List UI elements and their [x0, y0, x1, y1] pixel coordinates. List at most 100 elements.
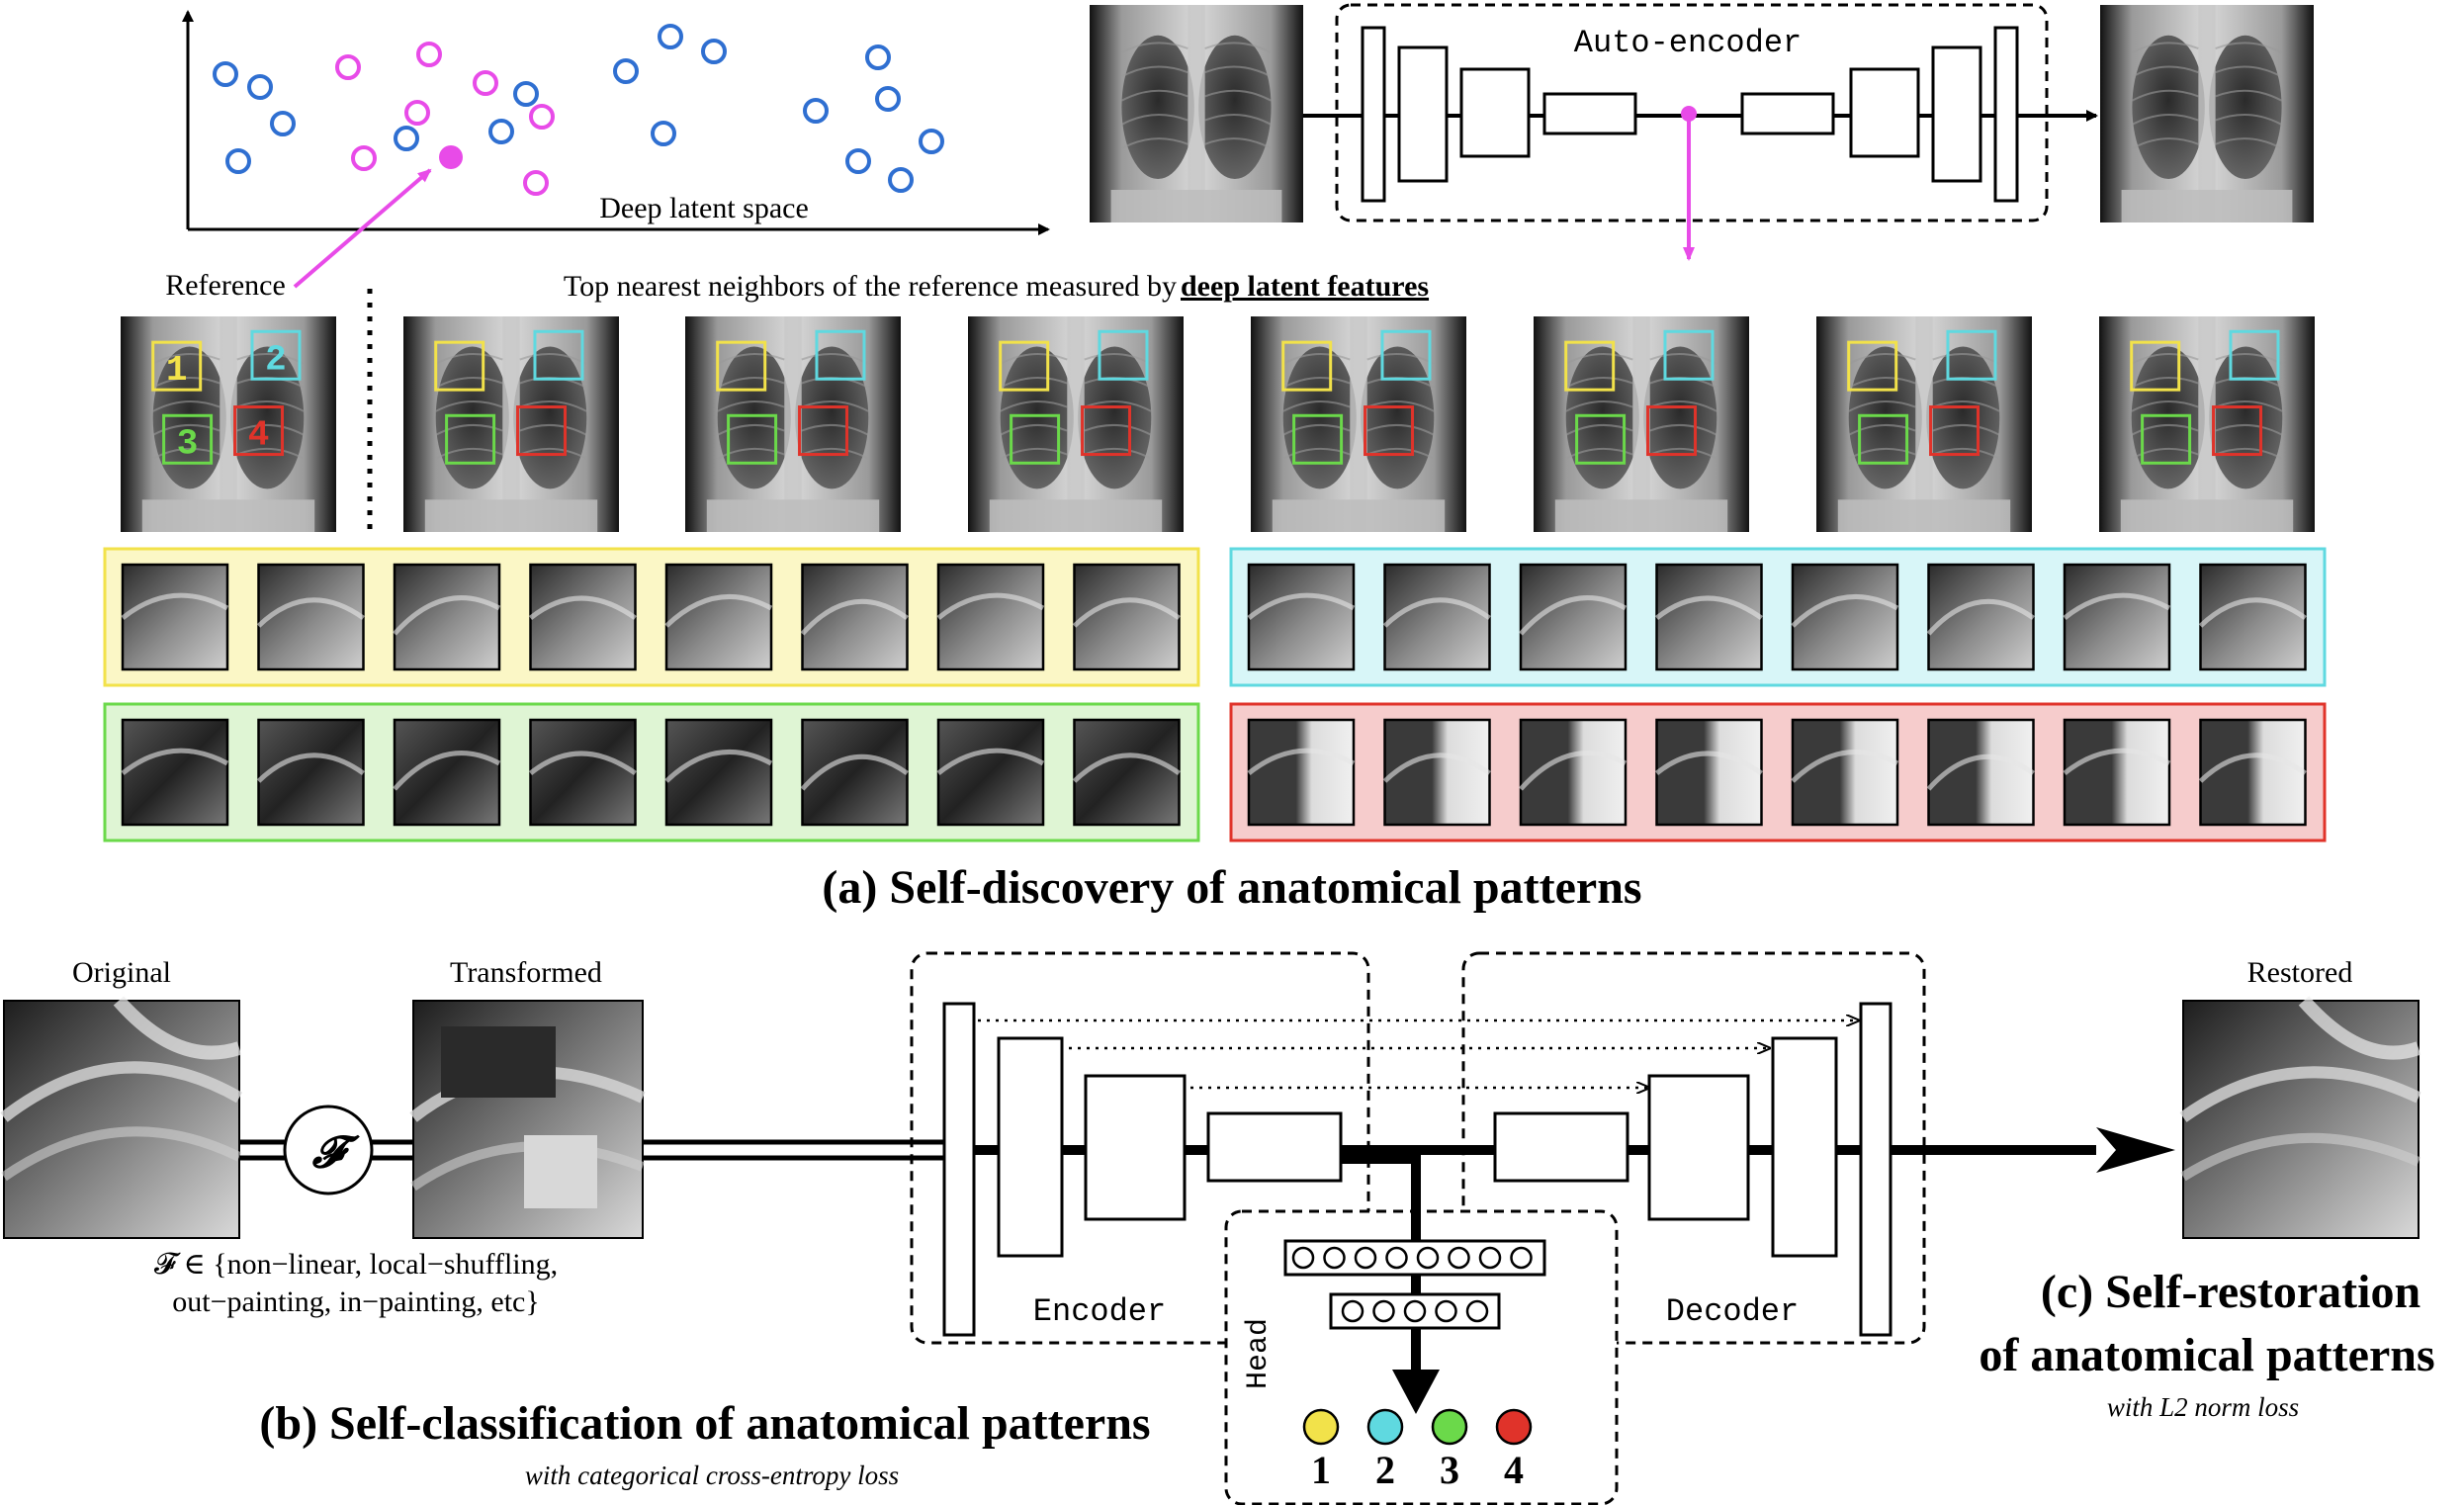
region-box-4	[1364, 405, 1415, 457]
patch-texture	[1654, 595, 1763, 621]
latent-point-magenta	[404, 100, 430, 126]
region-box-4	[233, 405, 285, 457]
transform-list-line1: 𝓕 ∈ {non−linear, local−shuffling,	[154, 1248, 558, 1281]
xray-left-lung	[1282, 346, 1357, 489]
patch-texture	[1519, 595, 1628, 636]
xray-rib	[717, 423, 785, 436]
anatomical-patch	[1655, 563, 1763, 671]
patch-texture	[1791, 594, 1899, 628]
xray-rib	[2131, 89, 2199, 102]
region-box-4	[2212, 405, 2263, 457]
restored-patch-image	[2179, 996, 2421, 1239]
xray-spine	[2198, 316, 2216, 532]
latent-point-blue	[513, 81, 539, 107]
head-neuron	[1372, 1299, 1395, 1323]
latent-point-magenta	[416, 42, 442, 67]
xray-rib	[1204, 42, 1273, 54]
xray-rib	[1848, 423, 1916, 436]
ae-layer	[1993, 26, 2019, 203]
anatomical-patch	[1791, 563, 1899, 671]
xray-rib	[1204, 89, 1273, 102]
green-patch-group	[103, 702, 1200, 842]
xray-rib	[1000, 423, 1068, 436]
patch-texture	[936, 592, 1045, 620]
xray-diaphragm	[1554, 499, 1728, 532]
patch-texture	[2198, 752, 2307, 783]
head-output-arrow	[1392, 1370, 1440, 1414]
class-number-label: 2	[1375, 1448, 1395, 1492]
xray-rib	[1848, 447, 1916, 460]
xray-rib	[1649, 423, 1717, 436]
chest-xray	[2100, 5, 2314, 222]
head-neurons	[1291, 1246, 1533, 1323]
class-output-circle-2	[1366, 1408, 1404, 1446]
region-box-2	[815, 329, 866, 381]
xray-left-lung	[1565, 346, 1639, 489]
xray-rib	[1204, 113, 1273, 126]
reference-label: Reference	[165, 269, 286, 302]
head-label: Head	[1242, 1318, 1276, 1389]
part-c-title-line2: of anatomical patterns	[1979, 1329, 2434, 1381]
region-number-label: 1	[166, 350, 188, 391]
xray-rib	[152, 447, 220, 460]
xray-rib	[1120, 42, 1188, 54]
class-number-label: 1	[1311, 1448, 1331, 1492]
decoder-layer	[1859, 1002, 1892, 1337]
neighbor-xray	[685, 316, 901, 532]
patch-texture	[664, 750, 773, 783]
xray-spine	[2198, 5, 2216, 222]
inpainting-block-light	[524, 1135, 597, 1208]
region-number-label: 2	[265, 339, 287, 380]
xray-rib	[1649, 447, 1717, 460]
region-box-4	[798, 405, 849, 457]
xray-rib	[1282, 376, 1351, 389]
xray-rib	[2215, 42, 2283, 54]
decoder-layer	[1771, 1036, 1838, 1258]
xray-rib	[1000, 399, 1068, 412]
neighbor-xray	[968, 316, 1184, 532]
ae-layer	[1740, 92, 1835, 135]
xray-diaphragm	[2121, 190, 2293, 222]
anatomical-patch	[1383, 718, 1491, 827]
decoder-layer	[1493, 1111, 1629, 1183]
part-c-subtitle: with L2 norm loss	[2107, 1392, 2299, 1422]
xray-spine	[1632, 316, 1650, 532]
xray-rib	[2215, 399, 2283, 412]
xray-rib	[2215, 447, 2283, 460]
patch-texture	[121, 592, 229, 620]
xray-rib	[2215, 353, 2283, 365]
head-neuron	[1478, 1246, 1502, 1270]
region-box-2	[1946, 329, 1997, 381]
latent-point-magenta	[335, 54, 361, 80]
xray-rib	[1120, 137, 1188, 150]
xray-rib	[1848, 399, 1916, 412]
latent-point-blue	[888, 167, 914, 193]
ae-layer	[1459, 67, 1531, 158]
anatomical-patch	[529, 718, 637, 827]
cyan-patch-group	[1229, 547, 2327, 687]
xray-rib	[2131, 376, 2199, 389]
xray-left-lung	[435, 346, 509, 489]
patch-texture	[528, 751, 637, 776]
xray-right-lung	[513, 346, 587, 489]
head-neuron	[1448, 1246, 1470, 1270]
region-box-4	[1646, 405, 1698, 457]
xray-rib	[801, 423, 869, 436]
xray-left-lung	[1000, 346, 1074, 489]
anatomical-patch	[529, 563, 637, 671]
xray-rib	[1932, 447, 2000, 460]
neighbor-xray-row: 1 2 3 4	[121, 316, 2315, 532]
patch-texture	[800, 598, 909, 636]
region-number-label: 4	[248, 415, 270, 456]
xray-right-lung	[1078, 346, 1152, 489]
xray-rib	[1565, 376, 1633, 389]
head-neuron	[1416, 1246, 1440, 1270]
patch-texture	[1072, 597, 1181, 628]
xray-spine	[784, 316, 802, 532]
xray-rib	[1120, 65, 1188, 78]
latent-point-blue	[875, 86, 901, 112]
xray-rib	[2131, 42, 2199, 54]
latent-point-blue	[865, 44, 891, 70]
anatomical-patch	[1247, 563, 1356, 671]
region-box-4	[516, 405, 568, 457]
